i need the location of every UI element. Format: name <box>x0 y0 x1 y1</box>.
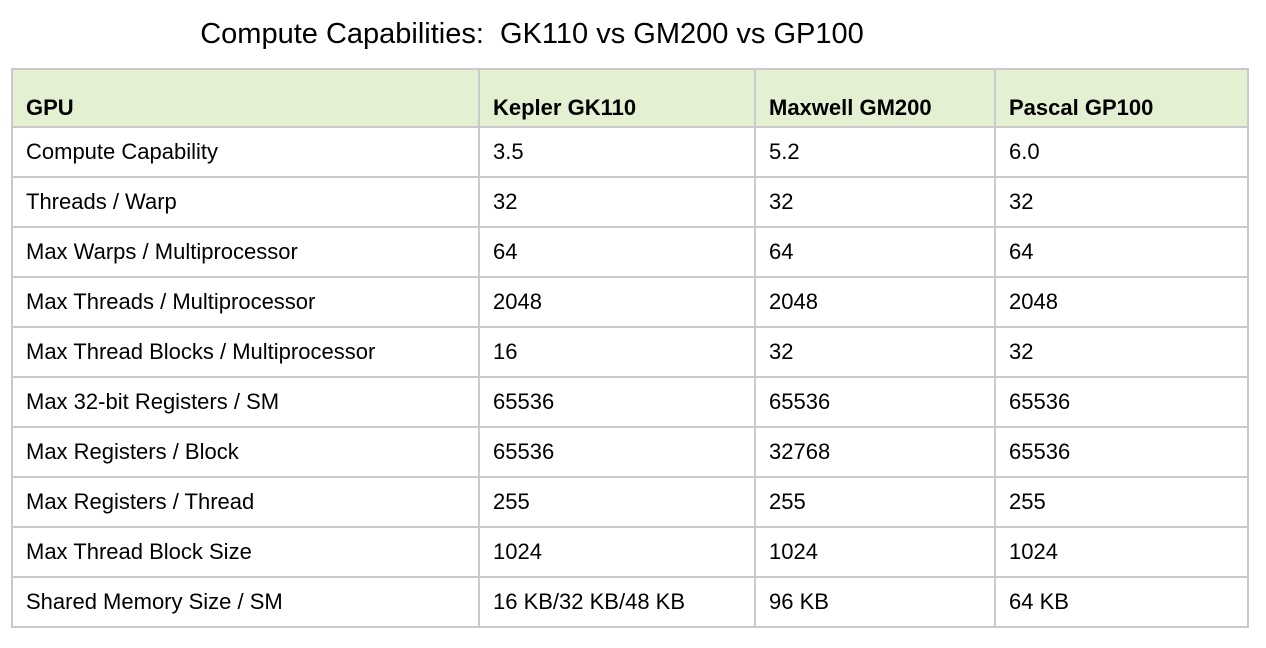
cell-kepler: 1024 <box>478 526 756 578</box>
table-row: Compute Capability 3.5 5.2 6.0 <box>11 126 1249 178</box>
table-row: Max 32-bit Registers / SM 65536 65536 65… <box>11 376 1249 428</box>
compute-capabilities-table: GPU Kepler GK110 Maxwell GM200 Pascal GP… <box>11 68 1249 628</box>
row-label: Shared Memory Size / SM <box>11 576 480 628</box>
row-label: Compute Capability <box>11 126 480 178</box>
cell-pascal: 65536 <box>994 376 1249 428</box>
header-kepler-gk110: Kepler GK110 <box>478 68 756 128</box>
table-row: Threads / Warp 32 32 32 <box>11 176 1249 228</box>
row-label: Max 32-bit Registers / SM <box>11 376 480 428</box>
table-row: Max Registers / Block 65536 32768 65536 <box>11 426 1249 478</box>
table-row: Shared Memory Size / SM 16 KB/32 KB/48 K… <box>11 576 1249 628</box>
table-row: Max Threads / Multiprocessor 2048 2048 2… <box>11 276 1249 328</box>
cell-pascal: 2048 <box>994 276 1249 328</box>
table-row: Max Thread Block Size 1024 1024 1024 <box>11 526 1249 578</box>
cell-maxwell: 96 KB <box>754 576 996 628</box>
row-label: Threads / Warp <box>11 176 480 228</box>
cell-pascal: 6.0 <box>994 126 1249 178</box>
table-row: Max Warps / Multiprocessor 64 64 64 <box>11 226 1249 278</box>
cell-maxwell: 1024 <box>754 526 996 578</box>
row-label: Max Thread Block Size <box>11 526 480 578</box>
cell-pascal: 32 <box>994 176 1249 228</box>
cell-maxwell: 32768 <box>754 426 996 478</box>
cell-pascal: 1024 <box>994 526 1249 578</box>
cell-pascal: 64 <box>994 226 1249 278</box>
header-pascal-gp100: Pascal GP100 <box>994 68 1249 128</box>
cell-pascal: 255 <box>994 476 1249 528</box>
header-maxwell-gm200: Maxwell GM200 <box>754 68 996 128</box>
cell-maxwell: 65536 <box>754 376 996 428</box>
table-row: Max Registers / Thread 255 255 255 <box>11 476 1249 528</box>
header-gpu: GPU <box>11 68 480 128</box>
cell-kepler: 32 <box>478 176 756 228</box>
cell-kepler: 65536 <box>478 426 756 478</box>
cell-kepler: 255 <box>478 476 756 528</box>
cell-maxwell: 32 <box>754 326 996 378</box>
cell-maxwell: 64 <box>754 226 996 278</box>
cell-kepler: 2048 <box>478 276 756 328</box>
cell-kepler: 16 <box>478 326 756 378</box>
cell-pascal: 64 KB <box>994 576 1249 628</box>
cell-kepler: 65536 <box>478 376 756 428</box>
row-label: Max Threads / Multiprocessor <box>11 276 480 328</box>
cell-maxwell: 32 <box>754 176 996 228</box>
cell-pascal: 65536 <box>994 426 1249 478</box>
cell-kepler: 3.5 <box>478 126 756 178</box>
cell-maxwell: 2048 <box>754 276 996 328</box>
row-label: Max Warps / Multiprocessor <box>11 226 480 278</box>
cell-maxwell: 5.2 <box>754 126 996 178</box>
cell-pascal: 32 <box>994 326 1249 378</box>
row-label: Max Registers / Thread <box>11 476 480 528</box>
page-title: Compute Capabilities: GK110 vs GM200 vs … <box>200 18 864 50</box>
table-row: Max Thread Blocks / Multiprocessor 16 32… <box>11 326 1249 378</box>
row-label: Max Thread Blocks / Multiprocessor <box>11 326 480 378</box>
cell-kepler: 16 KB/32 KB/48 KB <box>478 576 756 628</box>
table-header-row: GPU Kepler GK110 Maxwell GM200 Pascal GP… <box>11 68 1249 128</box>
cell-maxwell: 255 <box>754 476 996 528</box>
row-label: Max Registers / Block <box>11 426 480 478</box>
cell-kepler: 64 <box>478 226 756 278</box>
